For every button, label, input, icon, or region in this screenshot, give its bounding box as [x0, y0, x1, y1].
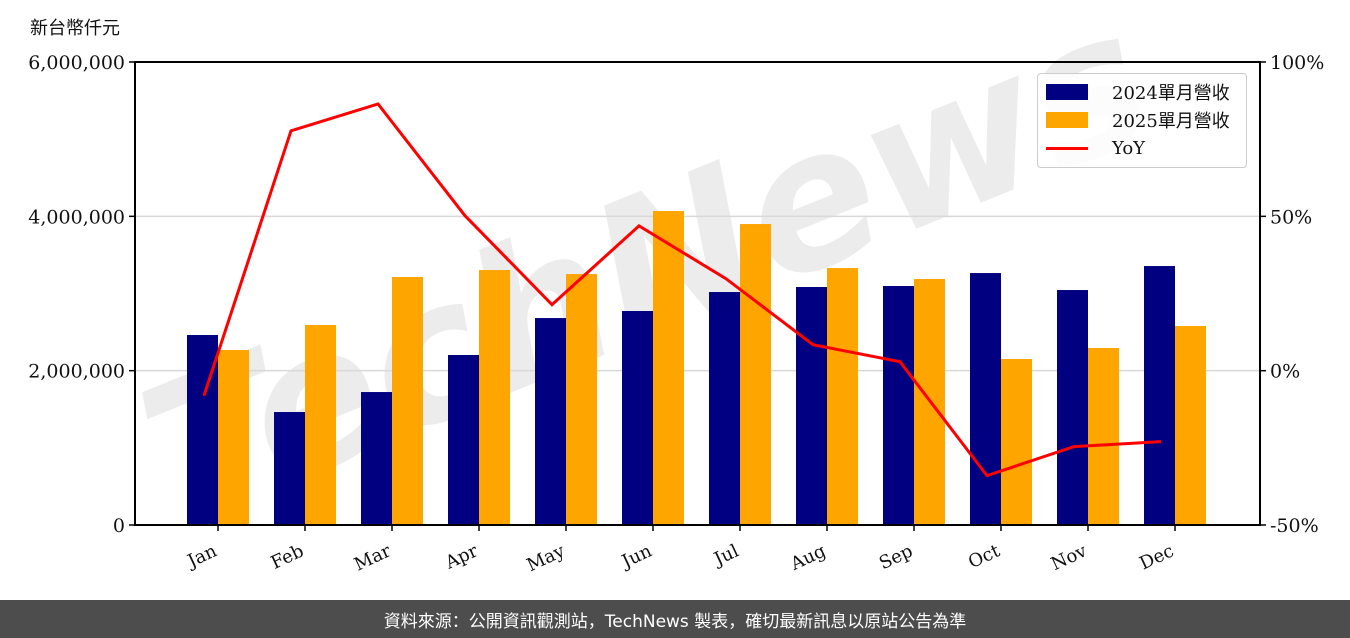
legend-label-2025: 2025單月營收	[1112, 111, 1230, 132]
x-tick-label: Feb	[268, 540, 307, 573]
x-tick-label: Mar	[351, 540, 394, 575]
legend-item-2024: 2024單月營收	[1046, 80, 1230, 104]
y-axis-unit-label: 新台幣仟元	[30, 18, 120, 39]
bar-2024-jun	[622, 311, 653, 525]
bar-2025-oct	[1001, 359, 1032, 525]
y-tick-label: 4,000,000	[28, 206, 125, 228]
bar-2024-apr	[448, 355, 479, 525]
bar-2025-jul	[740, 224, 771, 526]
bar-2025-nov	[1088, 347, 1119, 525]
legend-line-yoy	[1046, 146, 1088, 150]
bar-2024-dec	[1144, 266, 1175, 525]
bar-2024-oct	[970, 273, 1001, 525]
bar-2024-feb	[274, 412, 305, 525]
y2-tick-label: 50%	[1270, 206, 1312, 228]
bar-2025-jan	[218, 349, 249, 525]
legend-swatch-2025	[1046, 112, 1088, 128]
yoy-polyline	[202, 102, 1162, 478]
source-footer: 資料來源：公開資訊觀測站，TechNews 製表，確切最新訊息以原站公告為準	[0, 600, 1350, 638]
bar-line-chart: TechNews 02,000,0004,000,0006,000,000-50…	[28, 0, 1324, 576]
y-tick-label: 6,000,000	[28, 52, 125, 74]
bar-2024-jul	[709, 292, 740, 525]
y2-tick-label: 0%	[1270, 361, 1300, 383]
legend-item-yoy: YoY	[1046, 136, 1145, 160]
bar-2024-sep	[883, 286, 914, 525]
bar-2024-mar	[361, 392, 392, 525]
legend-label-2024: 2024單月營收	[1112, 83, 1230, 104]
bar-2025-apr	[479, 270, 510, 525]
plot-frame	[134, 61, 1261, 526]
legend: 2024單月營收 2025單月營收 YoY	[1037, 73, 1247, 168]
yoy-line	[202, 102, 1162, 478]
x-tick-label: Apr	[441, 540, 481, 574]
bar-2024-may	[535, 318, 566, 525]
x-tick-label: Oct	[965, 540, 1004, 573]
x-tick-label: Sep	[876, 540, 916, 574]
x-tick-label: Aug	[787, 540, 830, 575]
bar-2025-jun	[653, 211, 684, 525]
y2-tick-label: -50%	[1270, 515, 1319, 537]
legend-item-2025: 2025單月營收	[1046, 108, 1230, 132]
bar-2024-nov	[1057, 290, 1088, 525]
y-tick-label: 2,000,000	[28, 361, 125, 383]
bar-2025-dec	[1175, 325, 1206, 525]
x-tick-label: Nov	[1048, 540, 1091, 575]
x-tick-label: May	[524, 540, 569, 576]
x-tick-label: Jul	[709, 540, 742, 570]
x-tick-label: Jun	[617, 540, 656, 573]
x-tick-label: Dec	[1136, 540, 1177, 574]
source-text: 資料來源：公開資訊觀測站，TechNews 製表，確切最新訊息以原站公告為準	[383, 611, 967, 632]
y-tick-label: 0	[113, 515, 125, 537]
legend-label-yoy: YoY	[1112, 137, 1146, 159]
bar-2025-mar	[392, 276, 423, 525]
y2-tick-label: 100%	[1270, 52, 1324, 74]
bar-2024-aug	[796, 287, 827, 525]
bar-2025-feb	[305, 324, 336, 525]
bar-2025-aug	[827, 268, 858, 525]
bar-2025-may	[566, 274, 597, 525]
bars	[187, 211, 1206, 526]
legend-swatch-2024	[1046, 84, 1088, 100]
